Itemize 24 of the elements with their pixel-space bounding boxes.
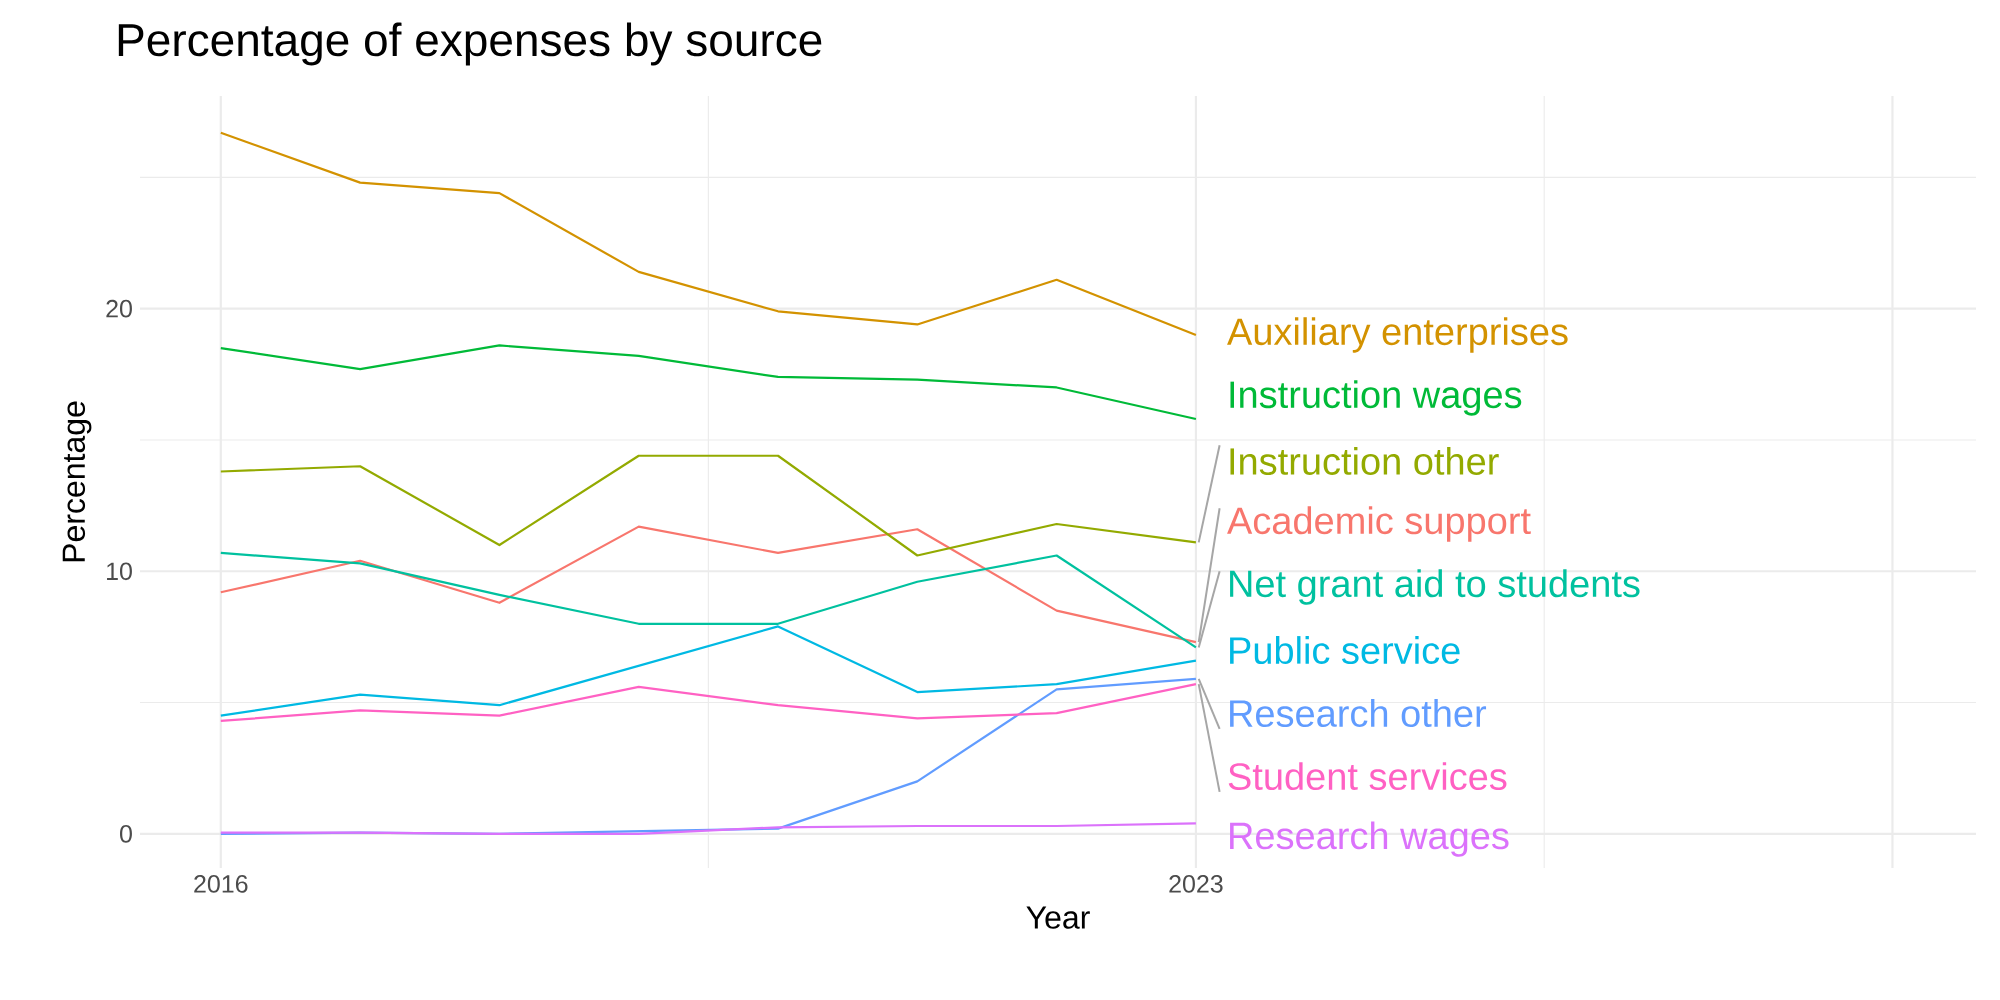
series-label: Public service (1230, 636, 1460, 665)
text: Student services (1228, 762, 1507, 791)
line-series (219, 131, 1198, 337)
line-series (219, 683, 1198, 723)
chart-title: Percentage of expenses by source (118, 22, 822, 66)
line-series (219, 551, 1198, 649)
series-label: Net grant aid to students (1230, 569, 1640, 605)
y-axis-title: Percentage (62, 401, 92, 562)
x-tick-label: 2023 (1169, 875, 1223, 893)
line-series (219, 822, 1198, 835)
series-label: Instruction other (1230, 447, 1499, 475)
series-label: Research wages (1230, 821, 1509, 857)
series-label: Auxiliary enterprises (1227, 317, 1568, 353)
y-tick-label: 10 (107, 562, 132, 581)
series-label: Research other (1230, 699, 1487, 728)
y-tick-label: 20 (106, 299, 132, 318)
series-label: Instruction wages (1230, 380, 1522, 416)
line-series (219, 454, 1198, 557)
x-axis-title: Year (1026, 906, 1090, 929)
line-series (219, 344, 1198, 421)
line-series (219, 525, 1198, 644)
x-tick-label: 2016 (194, 875, 248, 893)
text: Academic support (1227, 506, 1531, 542)
y-tick-label: 0 (120, 825, 132, 843)
